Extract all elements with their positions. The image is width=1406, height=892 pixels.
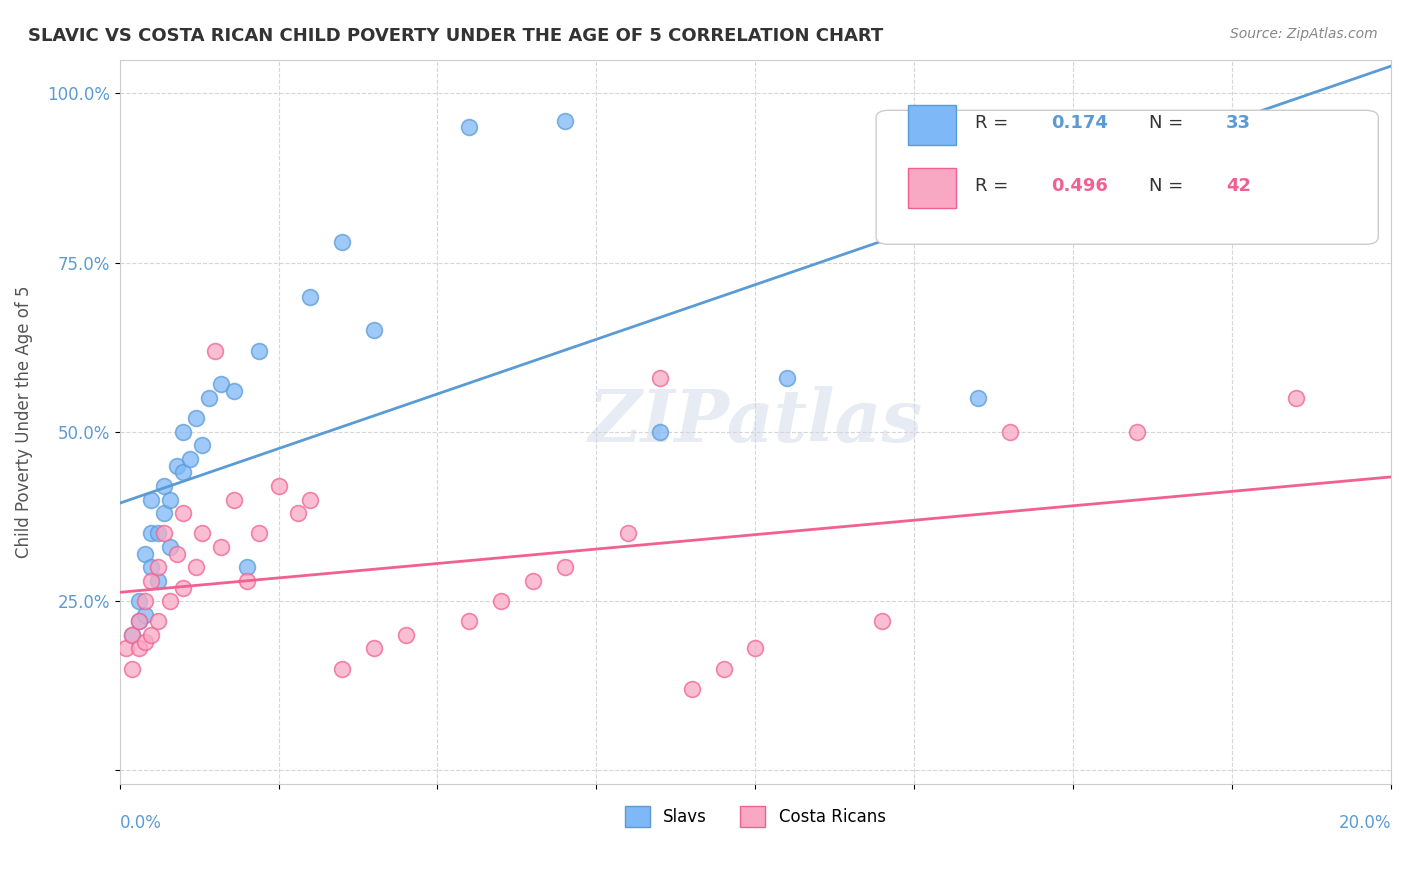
Point [115,641,138,656]
Point [146,574,169,588]
Point [141,526,163,541]
Point [141,628,163,642]
Point [209,540,232,554]
Text: N =: N = [1150,178,1184,195]
Point [141,492,163,507]
Point [363,323,385,337]
Point [554,113,576,128]
Point [166,458,188,473]
Point [159,594,181,608]
Point [235,560,257,574]
Point [330,235,353,250]
Point [121,628,143,642]
Point [617,526,640,541]
Point [681,682,703,697]
Point [249,343,271,358]
Point [648,370,671,384]
Point [121,628,143,642]
Text: 33: 33 [1226,114,1251,132]
Point [713,662,735,676]
Point [299,492,322,507]
Point [299,289,322,303]
FancyBboxPatch shape [876,111,1378,244]
Point [153,479,176,493]
Point [141,560,163,574]
Point [146,560,169,574]
Point [153,506,176,520]
Point [458,615,481,629]
Text: 0.496: 0.496 [1052,178,1108,195]
Point [204,343,226,358]
Point [1285,391,1308,405]
Point [267,479,290,493]
Point [872,615,894,629]
Text: R =: R = [976,114,1008,132]
Point [128,594,150,608]
Point [249,526,271,541]
Text: 20.0%: 20.0% [1339,814,1391,832]
Point [966,391,988,405]
Point [522,574,544,588]
FancyBboxPatch shape [908,169,956,208]
Point [1125,425,1147,439]
Point [222,384,245,399]
Point [146,526,169,541]
Point [121,662,143,676]
Point [554,560,576,574]
Point [197,391,219,405]
Point [172,581,194,595]
Point [235,574,257,588]
Point [363,641,385,656]
Point [172,425,194,439]
Point [330,662,353,676]
Point [489,594,512,608]
Point [134,634,156,648]
Point [153,526,176,541]
Y-axis label: Child Poverty Under the Age of 5: Child Poverty Under the Age of 5 [15,285,32,558]
Point [159,492,181,507]
Point [395,628,418,642]
Point [128,615,150,629]
Point [222,492,245,507]
Point [776,370,799,384]
FancyBboxPatch shape [908,105,956,145]
Point [744,641,766,656]
Point [134,594,156,608]
Text: 42: 42 [1226,178,1251,195]
Point [191,526,214,541]
Point [191,438,214,452]
Point [184,560,207,574]
Text: SLAVIC VS COSTA RICAN CHILD POVERTY UNDER THE AGE OF 5 CORRELATION CHART: SLAVIC VS COSTA RICAN CHILD POVERTY UNDE… [28,27,883,45]
Point [159,540,181,554]
Text: ZIPatlas: ZIPatlas [588,386,922,458]
Text: 0.174: 0.174 [1052,114,1108,132]
Point [134,547,156,561]
Point [998,425,1021,439]
Point [172,466,194,480]
Point [209,377,232,392]
Text: R =: R = [976,178,1008,195]
Point [166,547,188,561]
Point [128,615,150,629]
Point [128,641,150,656]
Point [146,615,169,629]
Legend: Slavs, Costa Ricans: Slavs, Costa Ricans [619,800,893,833]
Point [287,506,309,520]
Text: N =: N = [1150,114,1184,132]
Point [141,574,163,588]
Text: 0.0%: 0.0% [120,814,162,832]
Point [458,120,481,135]
Point [134,607,156,622]
Point [179,452,201,467]
Point [172,506,194,520]
Text: Source: ZipAtlas.com: Source: ZipAtlas.com [1230,27,1378,41]
Point [184,411,207,425]
Point [648,425,671,439]
